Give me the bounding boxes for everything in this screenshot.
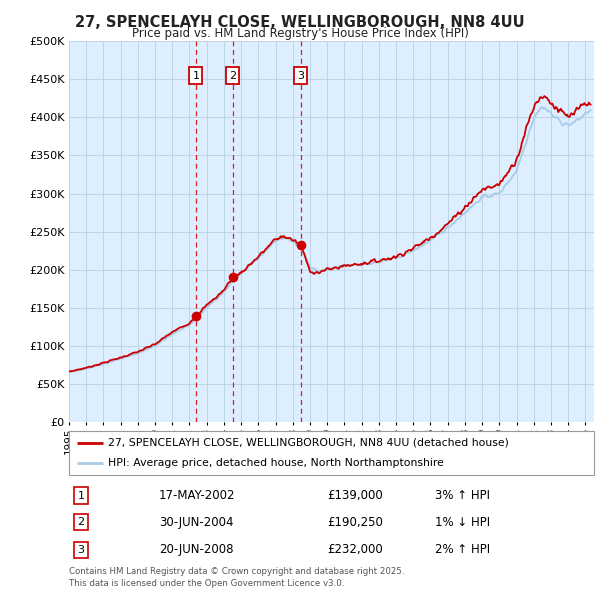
Text: 3: 3 [77,545,85,555]
FancyBboxPatch shape [69,431,594,475]
Text: 30-JUN-2004: 30-JUN-2004 [159,516,233,529]
Text: £232,000: £232,000 [327,543,383,556]
Text: 3: 3 [298,71,304,81]
Text: 2: 2 [229,71,236,81]
Text: 2% ↑ HPI: 2% ↑ HPI [435,543,490,556]
Text: HPI: Average price, detached house, North Northamptonshire: HPI: Average price, detached house, Nort… [109,458,444,468]
Text: 3% ↑ HPI: 3% ↑ HPI [435,489,490,502]
Text: 1: 1 [193,71,199,81]
Text: 27, SPENCELAYH CLOSE, WELLINGBOROUGH, NN8 4UU: 27, SPENCELAYH CLOSE, WELLINGBOROUGH, NN… [75,15,525,30]
Text: 27, SPENCELAYH CLOSE, WELLINGBOROUGH, NN8 4UU (detached house): 27, SPENCELAYH CLOSE, WELLINGBOROUGH, NN… [109,438,509,448]
Text: 1% ↓ HPI: 1% ↓ HPI [435,516,490,529]
Text: 1: 1 [77,491,85,500]
Text: Price paid vs. HM Land Registry's House Price Index (HPI): Price paid vs. HM Land Registry's House … [131,27,469,40]
Text: Contains HM Land Registry data © Crown copyright and database right 2025.
This d: Contains HM Land Registry data © Crown c… [69,567,404,588]
Text: 2: 2 [77,517,85,527]
Text: £139,000: £139,000 [327,489,383,502]
Text: 20-JUN-2008: 20-JUN-2008 [159,543,233,556]
Text: 17-MAY-2002: 17-MAY-2002 [159,489,235,502]
Text: £190,250: £190,250 [327,516,383,529]
